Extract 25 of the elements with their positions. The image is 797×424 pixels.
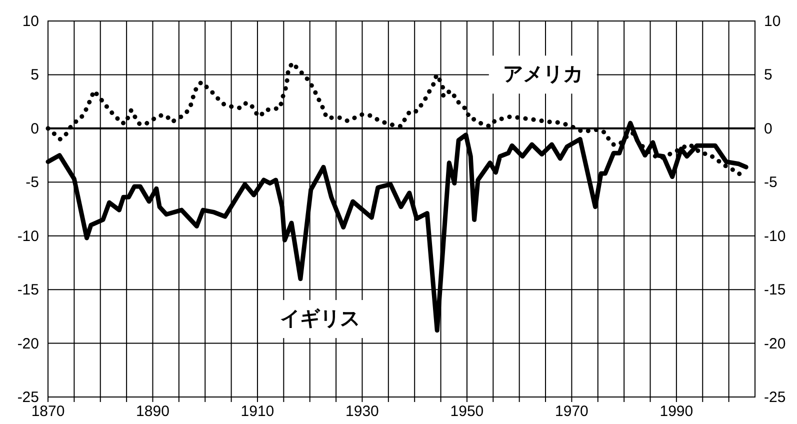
y2-tick-label: -5 (764, 174, 778, 192)
y2-tick-label: 10 (764, 13, 781, 30)
x-tick-label: 1990 (660, 403, 694, 420)
y-tick-label: -25 (17, 389, 39, 406)
y-tick-label: -15 (17, 282, 39, 299)
y2-tick-label: 5 (764, 66, 772, 84)
y2-tick-label: -20 (764, 335, 786, 352)
y-tick-label: -5 (26, 174, 39, 192)
x-tick-label: 1970 (555, 403, 588, 420)
y2-tick-label: -10 (764, 228, 786, 245)
y-tick-label: 10 (22, 13, 39, 30)
y-tick-label: 0 (30, 120, 39, 138)
y-tick-label: -20 (17, 335, 39, 352)
series-label: アメリカ (502, 64, 583, 86)
x-tick-label: 1950 (450, 403, 484, 420)
y2-tick-label: -25 (764, 389, 786, 406)
x-tick-label: 1930 (346, 403, 379, 420)
x-tick-label: 1890 (136, 403, 170, 420)
y2-tick-label: -15 (764, 282, 786, 299)
y2-tick-label: 0 (764, 120, 772, 138)
y-tick-label: 5 (30, 66, 39, 84)
x-tick-label: 1910 (240, 403, 274, 420)
series-label: イギリス (280, 308, 360, 330)
y-tick-label: -10 (17, 228, 39, 245)
x-tick-label: 1870 (31, 403, 65, 420)
